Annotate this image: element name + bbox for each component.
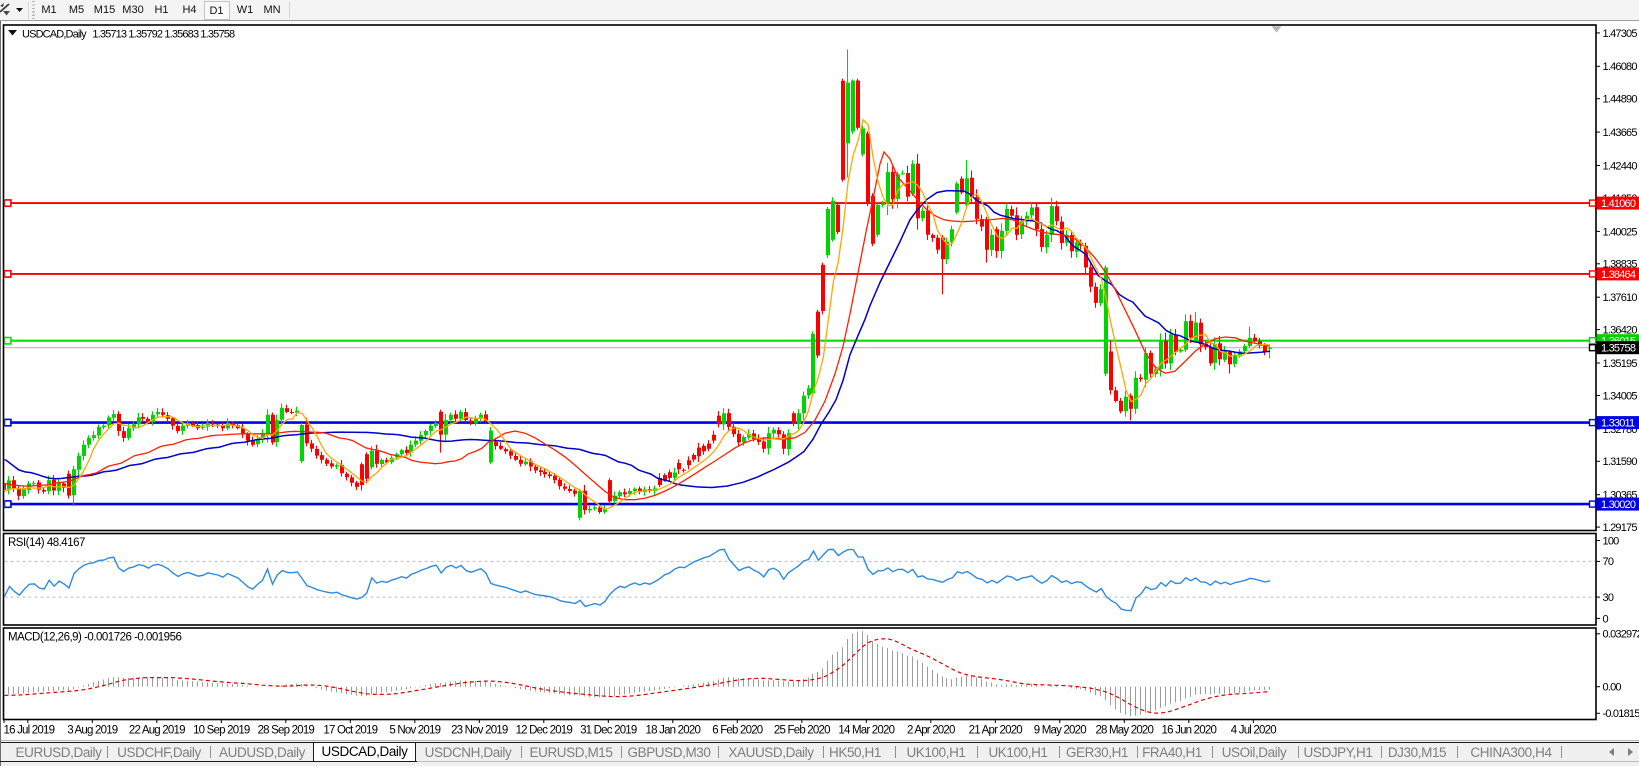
svg-text:28 Sep 2019: 28 Sep 2019 <box>258 725 315 737</box>
svg-text:0.032972: 0.032972 <box>1603 629 1639 641</box>
svg-text:21 Apr 2020: 21 Apr 2020 <box>969 725 1023 737</box>
svg-text:1.37610: 1.37610 <box>1603 292 1638 304</box>
svg-text:3 Aug 2019: 3 Aug 2019 <box>67 725 118 737</box>
svg-text:1.42440: 1.42440 <box>1603 160 1638 172</box>
svg-text:1.40025: 1.40025 <box>1603 226 1638 238</box>
svg-text:14 Mar 2020: 14 Mar 2020 <box>838 725 894 737</box>
svg-text:25 Feb 2020: 25 Feb 2020 <box>774 725 830 737</box>
svg-text:-0.018154: -0.018154 <box>1603 708 1639 720</box>
svg-text:1.43665: 1.43665 <box>1603 127 1638 139</box>
svg-text:5 Nov 2019: 5 Nov 2019 <box>389 725 440 737</box>
svg-text:100: 100 <box>1603 535 1620 547</box>
svg-text:USDCAD,Daily 1.35713 1.35792: USDCAD,Daily 1.35713 1.35792 1.35683 1.3… <box>22 29 235 41</box>
svg-text:MACD(12,26,9) -0.001726 -0.001: MACD(12,26,9) -0.001726 -0.001956 <box>8 632 181 644</box>
svg-text:22 Aug 2019: 22 Aug 2019 <box>129 725 185 737</box>
svg-text:16 Jun 2020: 16 Jun 2020 <box>1162 725 1217 737</box>
svg-text:23 Nov 2019: 23 Nov 2019 <box>451 725 508 737</box>
svg-text:70: 70 <box>1603 556 1614 568</box>
svg-text:1.46080: 1.46080 <box>1603 61 1638 73</box>
svg-text:28 May 2020: 28 May 2020 <box>1095 725 1153 737</box>
svg-text:1.36420: 1.36420 <box>1603 325 1638 337</box>
svg-text:1.35758: 1.35758 <box>1601 343 1636 355</box>
svg-text:30: 30 <box>1603 592 1614 604</box>
svg-text:1.30020: 1.30020 <box>1601 499 1636 511</box>
svg-text:4 Jul 2020: 4 Jul 2020 <box>1231 725 1276 737</box>
svg-text:9 May 2020: 9 May 2020 <box>1034 725 1086 737</box>
svg-text:16 Jul 2019: 16 Jul 2019 <box>4 725 55 737</box>
svg-text:12 Dec 2019: 12 Dec 2019 <box>516 725 573 737</box>
svg-text:18 Jan 2020: 18 Jan 2020 <box>646 725 701 737</box>
svg-text:10 Sep 2019: 10 Sep 2019 <box>193 725 250 737</box>
svg-text:1.38464: 1.38464 <box>1601 269 1636 281</box>
svg-text:RSI(14) 48.4167: RSI(14) 48.4167 <box>8 537 85 549</box>
svg-text:1.31590: 1.31590 <box>1603 456 1638 468</box>
svg-text:17 Oct 2019: 17 Oct 2019 <box>323 725 377 737</box>
svg-text:1.34005: 1.34005 <box>1603 390 1638 402</box>
svg-text:1.33011: 1.33011 <box>1601 418 1635 430</box>
svg-text:31 Dec 2019: 31 Dec 2019 <box>580 725 637 737</box>
svg-text:1.29175: 1.29175 <box>1603 522 1638 534</box>
svg-text:1.41060: 1.41060 <box>1601 198 1636 210</box>
svg-text:1.35195: 1.35195 <box>1603 358 1638 370</box>
svg-text:2 Apr 2020: 2 Apr 2020 <box>907 725 955 737</box>
svg-text:0: 0 <box>1603 613 1609 625</box>
svg-text:0.00: 0.00 <box>1603 682 1622 694</box>
svg-text:1.47305: 1.47305 <box>1603 28 1638 40</box>
svg-text:1.44890: 1.44890 <box>1603 94 1638 106</box>
svg-text:6 Feb 2020: 6 Feb 2020 <box>712 725 763 737</box>
